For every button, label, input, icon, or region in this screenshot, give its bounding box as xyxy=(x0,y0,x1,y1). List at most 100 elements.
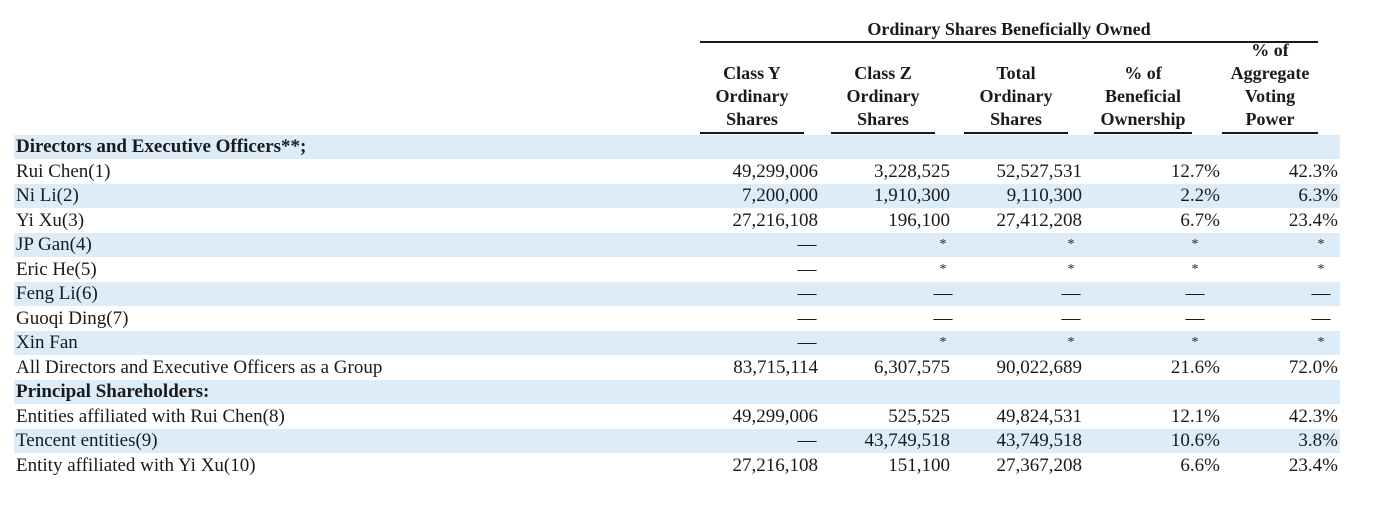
column-header-line: % of xyxy=(1124,63,1162,83)
table-row: Tencent entities(9) — 43,749,518 43,749,518… xyxy=(14,429,1340,453)
column-header-3: Total Ordinary Shares xyxy=(964,62,1068,134)
table-cell: — xyxy=(1311,283,1331,304)
table-cell: 52,527,531 xyxy=(996,160,1083,182)
table-cell: 23.4% xyxy=(1288,209,1338,231)
table-cell: 42.3% xyxy=(1288,160,1338,182)
row-label: Entity affiliated with Yi Xu(10) xyxy=(16,454,256,476)
column-header-line: Shares xyxy=(990,109,1042,129)
table-cell: 151,100 xyxy=(888,454,950,476)
table-cell: — xyxy=(797,258,817,280)
table-cell: 27,412,208 xyxy=(996,209,1083,231)
table-row: Entities affiliated with Rui Chen(8) 49,2… xyxy=(14,405,1340,429)
table-cell: 196,100 xyxy=(888,209,950,231)
table-cell: 2.2% xyxy=(1180,185,1220,206)
table-cell: 525,525 xyxy=(888,405,950,427)
table-cell: — xyxy=(1061,283,1081,304)
table-cell: 49,299,006 xyxy=(732,405,819,427)
table-cell: 3,228,525 xyxy=(874,160,950,182)
row-label: Entities affiliated with Rui Chen(8) xyxy=(16,405,285,427)
table-cell: 27,216,108 xyxy=(732,454,819,476)
column-header-line: Ownership xyxy=(1100,109,1186,129)
section-label: Principal Shareholders: xyxy=(16,381,210,402)
column-header-2: Class Z Ordinary Shares xyxy=(831,62,935,134)
table-cell: 49,824,531 xyxy=(996,405,1083,427)
column-header-line: Ordinary xyxy=(715,86,789,106)
row-label: JP Gan(4) xyxy=(16,234,92,255)
column-header-line: Beneficial xyxy=(1105,86,1181,106)
table-cell: 7,200,000 xyxy=(742,185,818,206)
table-cell: 12.7% xyxy=(1170,160,1220,182)
table-cell: 9,110,300 xyxy=(1006,185,1082,206)
table-cell: 6,307,575 xyxy=(874,356,950,378)
table-cell: * xyxy=(1191,237,1199,252)
column-header-5: % of Aggregate Voting Power xyxy=(1222,39,1318,134)
column-header-line: Power xyxy=(1245,109,1295,129)
table-cell: * xyxy=(1067,335,1075,350)
table-cell: 49,299,006 xyxy=(732,160,819,182)
table-cell: * xyxy=(939,237,947,252)
table-cell: * xyxy=(939,261,947,277)
column-header-line: Aggregate xyxy=(1230,63,1310,83)
table-cell: — xyxy=(933,307,953,329)
table-cell: * xyxy=(1317,237,1325,252)
row-label: Ni Li(2) xyxy=(16,185,79,206)
table-row: Feng Li(6) — — — — — xyxy=(14,282,1340,306)
table-cell: * xyxy=(1067,261,1075,277)
table-cell: 90,022,689 xyxy=(996,356,1083,378)
row-label: Rui Chen(1) xyxy=(16,160,111,182)
row-label: All Directors and Executive Officers as … xyxy=(16,356,383,378)
column-header-line: Total xyxy=(996,63,1036,83)
table-cell: 42.3% xyxy=(1288,405,1338,427)
table-cell: 21.6% xyxy=(1170,356,1220,378)
column-header-1: Class Y Ordinary Shares xyxy=(700,62,804,134)
table-cell: 27,367,208 xyxy=(996,454,1083,476)
table-cell: * xyxy=(1317,335,1325,350)
column-header-line: % of xyxy=(1251,40,1289,60)
table-cell: — xyxy=(797,234,817,255)
table-row: Guoqi Ding(7) — — — — — xyxy=(14,307,1340,331)
section-header-row: Principal Shareholders: xyxy=(14,380,1340,404)
table-cell: 72.0% xyxy=(1288,356,1338,378)
table-cell: 43,749,518 xyxy=(996,430,1083,451)
column-header-line: Ordinary xyxy=(846,86,920,106)
table-cell: 10.6% xyxy=(1170,430,1220,451)
table-cell: — xyxy=(933,283,953,304)
table-cell: * xyxy=(1191,335,1199,350)
table-cell: — xyxy=(1061,307,1081,329)
table-cell: — xyxy=(797,307,817,329)
table-cell: 6.6% xyxy=(1180,454,1220,476)
row-label: Guoqi Ding(7) xyxy=(16,307,129,329)
table-cell: * xyxy=(1067,237,1075,252)
table-cell: * xyxy=(1191,261,1199,277)
section-label: Directors and Executive Officers**; xyxy=(16,136,307,157)
column-header-4: % of Beneficial Ownership xyxy=(1094,62,1192,134)
table-row: Xin Fan — * * * * xyxy=(14,331,1340,355)
row-label: Eric He(5) xyxy=(16,258,97,280)
table-cell: 6.3% xyxy=(1298,185,1338,206)
table-cell: 23.4% xyxy=(1288,454,1338,476)
table-row: JP Gan(4) — * * * * xyxy=(14,233,1340,257)
row-label: Tencent entities(9) xyxy=(16,430,158,451)
table-cell: 6.7% xyxy=(1180,209,1220,231)
section-header-row: Directors and Executive Officers**; xyxy=(14,135,1340,159)
table-cell: — xyxy=(1311,307,1331,329)
column-header-line: Class Y xyxy=(723,63,781,83)
column-header-line: Voting xyxy=(1244,86,1296,106)
table-cell: 83,715,114 xyxy=(733,356,818,378)
table-cell: — xyxy=(797,332,817,353)
super-header: Ordinary Shares Beneficially Owned xyxy=(700,17,1318,43)
table-cell: 12.1% xyxy=(1170,405,1220,427)
table-cell: — xyxy=(797,430,817,451)
table-row: Entity affiliated with Yi Xu(10) 27,216,1… xyxy=(14,454,1340,478)
row-label: Feng Li(6) xyxy=(16,283,98,304)
table-cell: 43,749,518 xyxy=(864,430,951,451)
table-cell: * xyxy=(939,335,947,350)
table-cell: 3.8% xyxy=(1298,430,1338,451)
table-cell: * xyxy=(1317,261,1325,277)
column-header-line: Class Z xyxy=(854,63,912,83)
table-cell: 1,910,300 xyxy=(874,185,950,206)
table-row: Eric He(5) — * * * * xyxy=(14,258,1340,282)
table-cell: 27,216,108 xyxy=(732,209,819,231)
table-row: All Directors and Executive Officers as … xyxy=(14,356,1340,380)
